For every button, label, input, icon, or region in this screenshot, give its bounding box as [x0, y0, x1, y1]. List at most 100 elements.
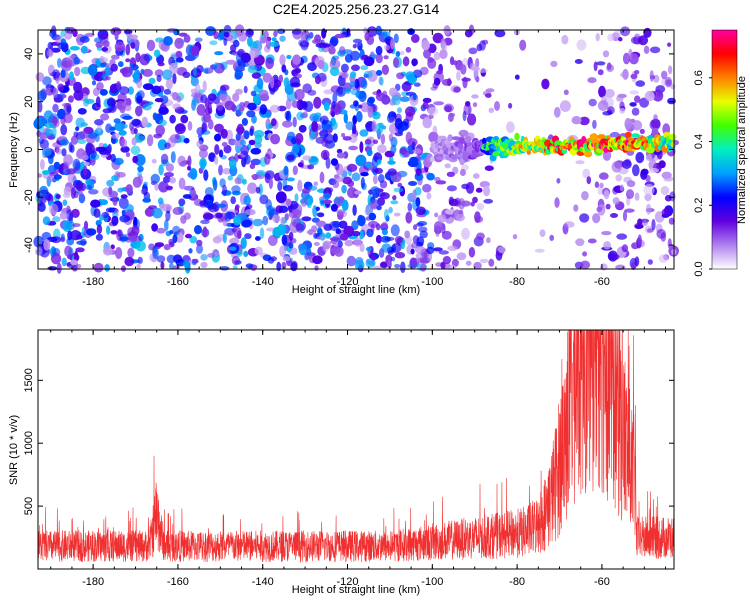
spectrogram-cell	[236, 123, 244, 136]
spectrogram-cell	[238, 105, 245, 112]
spectrogram-cell	[371, 111, 381, 120]
spectrogram-cell	[189, 168, 198, 180]
spectrogram-cell	[199, 200, 206, 206]
spectrogram-cell	[349, 133, 358, 143]
spectrogram-cell	[214, 144, 220, 155]
spectrogram-signal-cell	[581, 136, 587, 144]
spectrogram-cell	[285, 198, 292, 207]
spectrogram-cell	[602, 150, 612, 161]
spectrogram-cell	[592, 213, 601, 224]
snr-frame	[37, 329, 675, 570]
spectrogram-cell	[368, 260, 375, 266]
spectrogram-cell	[314, 112, 322, 118]
spectrogram-cell	[244, 208, 256, 216]
spectrogram-cell	[341, 133, 346, 138]
spectrogram-cell	[661, 208, 670, 217]
spectrogram-cell	[196, 104, 206, 116]
spectrogram-cell	[66, 220, 75, 231]
spectrogram-cell	[246, 110, 256, 118]
spectrogram-cell	[330, 158, 339, 166]
spectrogram-cell	[256, 77, 264, 90]
spectrogram-cell	[650, 118, 661, 129]
spectrogram-cell	[86, 228, 97, 236]
spectrogram-cell	[72, 158, 81, 171]
spectrogram-cell	[247, 102, 257, 111]
spectrogram-cell	[281, 234, 288, 246]
spectrogram-cell	[79, 36, 90, 43]
spectrogram-cell	[373, 174, 378, 185]
spectrogram-cell	[178, 198, 186, 206]
spectrogram-cell	[426, 246, 435, 255]
spectrogram-cell	[478, 68, 489, 73]
spectrogram-cell	[601, 231, 612, 236]
spectrogram-cell	[564, 221, 575, 228]
spectrogram-cell	[295, 132, 304, 144]
spectrogram-cell	[168, 238, 174, 246]
spectrogram-cell	[110, 153, 116, 163]
spectrogram-cell	[334, 176, 344, 183]
colorbar-label: Normalized spectral amplitude	[736, 76, 748, 224]
spectrogram-cell	[446, 185, 457, 192]
spectrogram-cell	[473, 261, 482, 270]
spectrogram-cell	[472, 196, 478, 204]
spectrogram-cell	[332, 133, 338, 143]
spectrogram-cell	[259, 104, 267, 115]
spectrogram-cell	[174, 37, 184, 49]
spectrogram-signal-cell	[492, 151, 500, 157]
spectrogram-cell	[354, 190, 362, 195]
spectrogram-cell	[114, 31, 119, 41]
spectrogram-cell	[164, 142, 171, 150]
spectrogram-cell	[416, 236, 425, 246]
spectrogram-cell	[37, 90, 47, 102]
spectrogram-cell	[330, 246, 341, 255]
spectrogram-cell	[190, 88, 198, 94]
spectrogram-cell	[268, 41, 280, 47]
spectrogram-cell	[391, 94, 401, 106]
spectrogram-cell	[169, 114, 176, 124]
spectrogram-cell	[265, 57, 274, 70]
spectrogram-cell	[472, 102, 478, 108]
spectrogram-cell	[420, 263, 427, 272]
spectrogram-cell	[196, 140, 204, 148]
spectrogram-cell	[214, 51, 224, 56]
spectrogram-cell	[263, 30, 269, 39]
spectrogram-cell	[382, 125, 387, 130]
snr-series-line	[37, 329, 675, 563]
spectrogram-cell	[575, 160, 585, 165]
spectrogram-cell	[135, 240, 146, 252]
spectrogram-cell	[228, 138, 237, 146]
spectrogram-cell	[613, 29, 622, 38]
spectrogram-cell	[187, 165, 192, 171]
spectrogram-cell	[441, 230, 452, 240]
snr-y-tick-label: 1000	[23, 431, 35, 455]
spectrogram-cell	[402, 150, 410, 158]
spectrogram-cell	[114, 121, 125, 132]
spectrogram-cell	[233, 227, 242, 239]
spectrogram-cell	[125, 184, 133, 194]
spectrogram-cell	[342, 136, 352, 141]
spectrogram-cell	[315, 206, 320, 211]
spectrogram-cell	[314, 34, 322, 43]
spectrogram-cell	[240, 145, 249, 156]
spectrogram-cell	[218, 164, 223, 176]
spectrogram-cell	[661, 70, 668, 80]
spectrogram-cell	[411, 242, 418, 249]
spectrogram-cell	[549, 234, 554, 241]
spectrogram-cell	[158, 164, 164, 176]
spectrogram-cell	[279, 35, 286, 42]
spectrogram-cell	[447, 245, 458, 252]
spectrogram-cell	[346, 28, 351, 36]
spectrogram-cell	[125, 44, 131, 56]
spectrogram-cell	[606, 64, 614, 72]
spectrogram-cell	[364, 138, 372, 145]
spectrogram-cell	[69, 71, 74, 81]
spectrogram-cell	[330, 239, 338, 244]
spectrogram-cell	[277, 181, 283, 192]
spectrogram-cell	[593, 61, 598, 72]
spectrogram-cell	[393, 212, 401, 217]
spectrogram-cell	[55, 194, 61, 199]
spectrogram-cell	[388, 206, 393, 214]
spectrogram-cell	[133, 216, 138, 228]
spectrogram-cell	[76, 240, 87, 246]
spectrogram-cell	[358, 104, 363, 109]
